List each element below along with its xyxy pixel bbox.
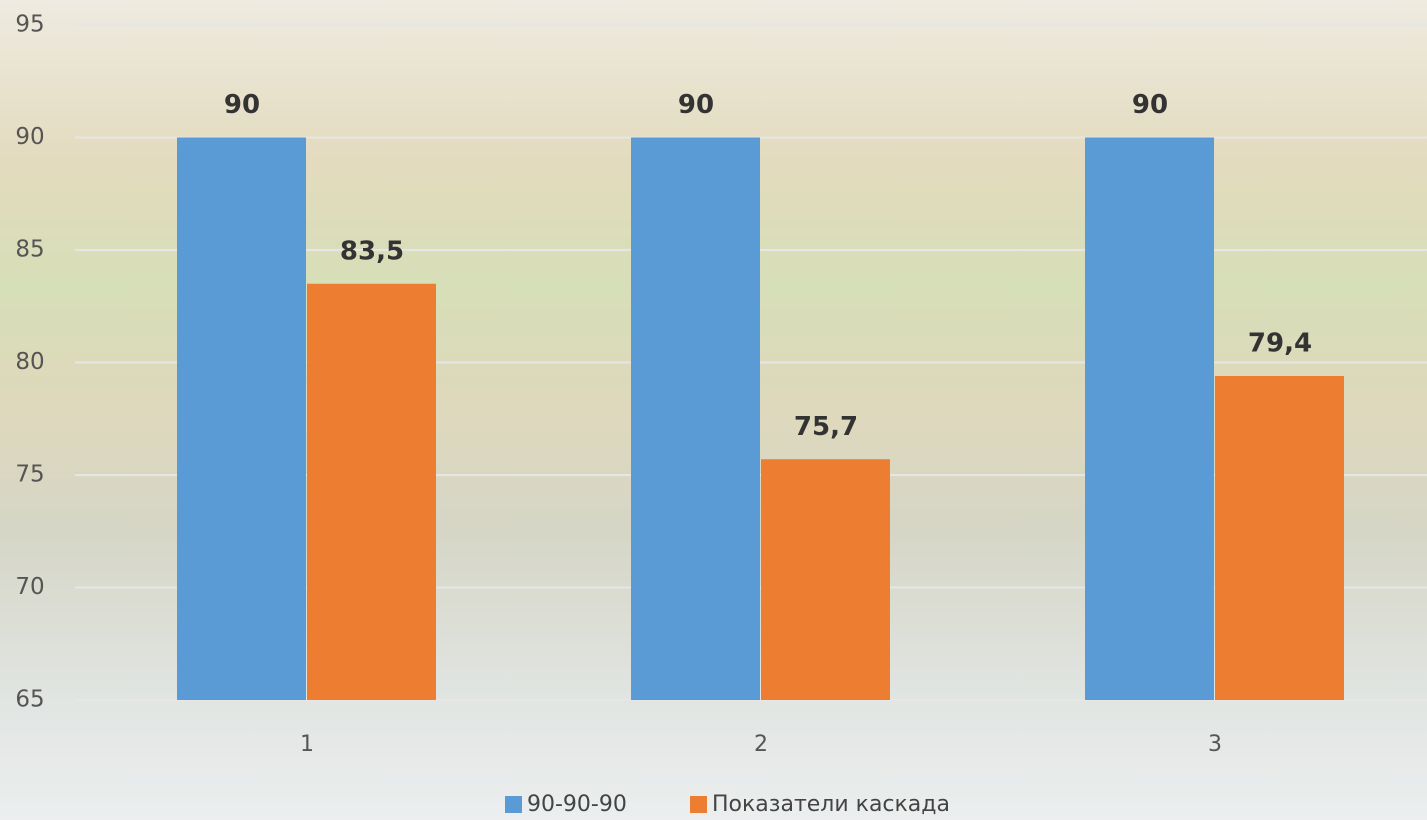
bar bbox=[307, 283, 436, 700]
y-tick-label: 85 bbox=[15, 237, 44, 263]
value-label: 79,4 bbox=[1248, 329, 1312, 359]
y-tick-label: 65 bbox=[15, 687, 44, 713]
value-label: 90 bbox=[224, 90, 260, 120]
bar bbox=[1085, 137, 1214, 700]
bar bbox=[177, 137, 306, 700]
y-tick-label: 75 bbox=[15, 462, 44, 488]
value-label: 83,5 bbox=[340, 236, 404, 266]
bar bbox=[761, 459, 890, 700]
x-tick-label: 1 bbox=[300, 732, 314, 757]
bar bbox=[631, 137, 760, 700]
x-tick-label: 2 bbox=[754, 732, 768, 757]
value-label: 75,7 bbox=[794, 412, 858, 442]
legend-label: Показатели каскада bbox=[712, 792, 950, 817]
value-label: 90 bbox=[678, 90, 714, 120]
y-tick-label: 90 bbox=[15, 124, 44, 150]
y-tick-label: 70 bbox=[15, 574, 44, 600]
legend-swatch bbox=[505, 796, 522, 813]
bar bbox=[1215, 376, 1344, 700]
legend-swatch bbox=[690, 796, 707, 813]
y-tick-label: 95 bbox=[15, 12, 44, 38]
legend-label: 90-90-90 bbox=[527, 792, 627, 817]
y-tick-label: 80 bbox=[15, 349, 44, 375]
x-tick-label: 3 bbox=[1208, 732, 1222, 757]
value-label: 90 bbox=[1132, 90, 1168, 120]
